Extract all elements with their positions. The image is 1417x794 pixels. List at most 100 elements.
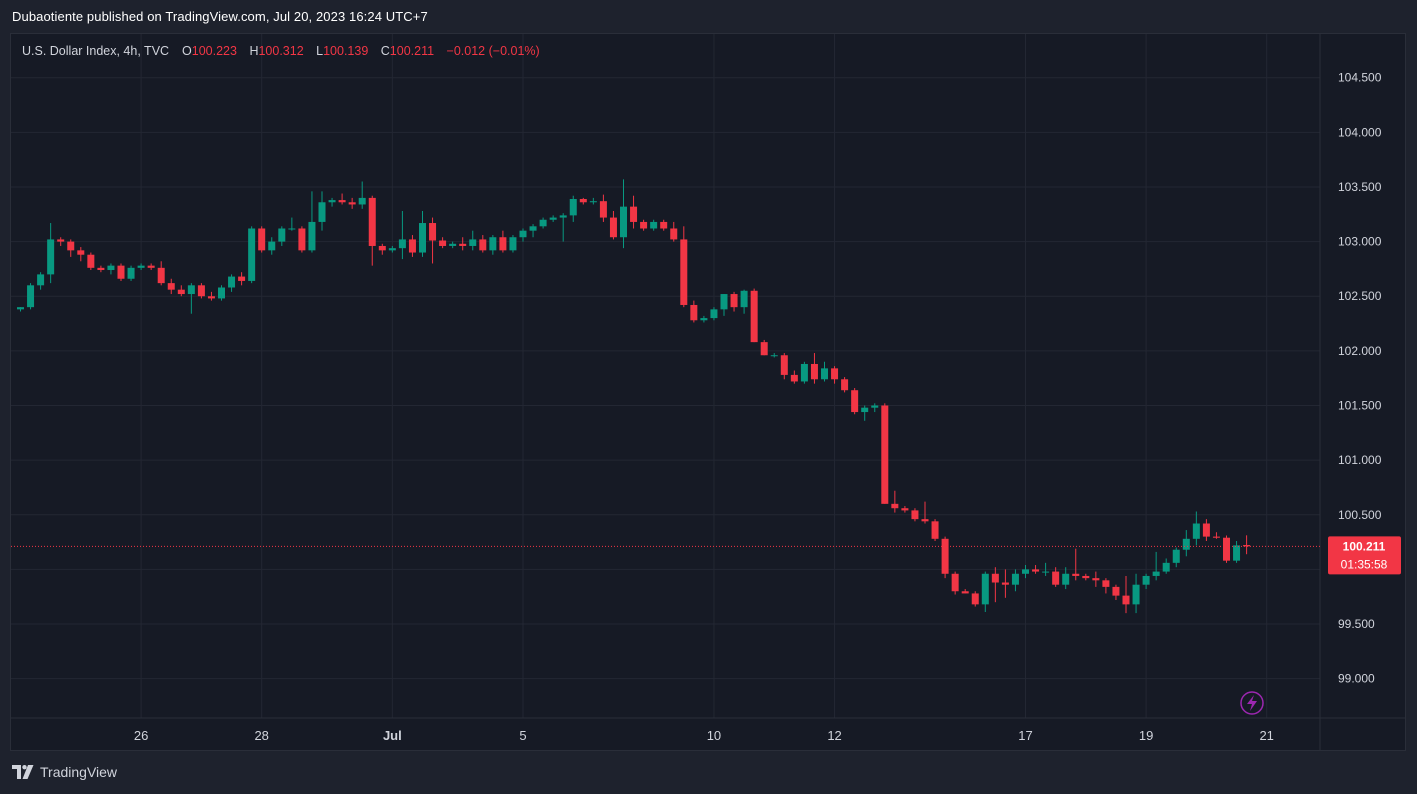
candle xyxy=(599,194,607,222)
candle-body xyxy=(27,285,35,308)
candle-body xyxy=(861,407,869,413)
candle-body xyxy=(167,283,175,290)
candle xyxy=(298,226,306,253)
candle xyxy=(650,219,658,231)
candle-body xyxy=(831,368,839,380)
candle xyxy=(881,403,889,504)
candle-body xyxy=(1001,582,1009,585)
candle-body xyxy=(559,215,567,218)
published-info: Dubaotiente published on TradingView.com… xyxy=(12,9,428,24)
candle-body xyxy=(730,294,738,308)
candle-body xyxy=(599,201,607,218)
candle xyxy=(891,490,899,513)
candle xyxy=(137,263,145,271)
lightning-bolt-icon[interactable] xyxy=(1240,691,1264,715)
candle xyxy=(770,353,778,358)
candle xyxy=(238,272,246,286)
candle-body xyxy=(891,503,899,509)
candle-body xyxy=(871,405,879,408)
candle xyxy=(740,289,748,314)
candle xyxy=(831,366,839,384)
candle xyxy=(328,197,336,207)
candle xyxy=(1172,547,1180,568)
candle xyxy=(27,283,35,310)
candle xyxy=(1072,548,1080,581)
candle-body xyxy=(971,593,979,605)
y-tick-label: 99.000 xyxy=(1338,672,1375,686)
y-tick-label: 102.500 xyxy=(1338,289,1382,303)
candle-body xyxy=(479,239,487,251)
candle xyxy=(519,228,527,242)
candle xyxy=(851,388,859,415)
candle-body xyxy=(388,248,396,251)
candle-body xyxy=(37,274,45,286)
last-price-badge xyxy=(1328,536,1401,575)
candle xyxy=(790,370,798,384)
candle xyxy=(720,294,728,316)
candle-body xyxy=(780,355,788,375)
candle-body xyxy=(810,363,818,380)
candle-body xyxy=(1223,537,1230,561)
candle xyxy=(459,237,467,251)
x-tick-label: 10 xyxy=(707,728,721,743)
candle-body xyxy=(1162,562,1170,572)
chart-panel[interactable] xyxy=(10,33,1406,751)
candle xyxy=(549,215,557,222)
candle xyxy=(569,195,577,222)
y-tick-label: 102.000 xyxy=(1338,344,1382,358)
candle xyxy=(821,361,828,382)
candle-body xyxy=(750,290,758,343)
low-label: L xyxy=(316,44,324,58)
candle xyxy=(710,307,718,321)
candle xyxy=(127,265,135,281)
candle-body xyxy=(720,294,728,310)
candles xyxy=(17,179,1251,614)
candle xyxy=(1243,535,1251,555)
candle-body xyxy=(660,221,668,229)
candle-body xyxy=(931,521,939,539)
candle-body xyxy=(1233,545,1241,561)
candle xyxy=(680,226,688,308)
candle xyxy=(1212,532,1220,539)
candle-body xyxy=(821,368,828,380)
candle xyxy=(419,211,426,257)
candle xyxy=(951,571,959,595)
candle-body xyxy=(408,239,416,253)
candle xyxy=(630,195,638,229)
candle xyxy=(469,230,477,251)
candle xyxy=(670,221,678,242)
candle-body xyxy=(770,355,778,357)
candle xyxy=(700,315,708,323)
candle xyxy=(167,278,175,295)
candle-body xyxy=(137,265,145,268)
tradingview-logo[interactable]: TradingView xyxy=(12,764,117,780)
candle xyxy=(750,288,758,343)
candle-body xyxy=(127,267,135,279)
candle xyxy=(690,300,698,323)
candle xyxy=(1042,562,1050,576)
candle-body xyxy=(509,237,517,251)
candle-body xyxy=(177,289,185,295)
candle-body xyxy=(1192,523,1200,539)
candle-body xyxy=(991,573,999,583)
candle-body xyxy=(981,573,989,605)
candle-body xyxy=(147,265,155,268)
candle-body xyxy=(47,239,55,275)
high-label: H xyxy=(249,44,259,58)
candle-body xyxy=(1132,584,1140,605)
candle xyxy=(348,197,356,209)
candle xyxy=(1022,565,1029,579)
candle-body xyxy=(348,202,356,205)
change-value: −0.012 (−0.01%) xyxy=(446,44,540,58)
candle-body xyxy=(258,228,266,251)
candle xyxy=(218,285,225,301)
close-label: C xyxy=(380,44,390,58)
symbol-label[interactable]: U.S. Dollar Index, 4h, TVC xyxy=(22,44,170,58)
candle-body xyxy=(439,240,447,246)
candle-body xyxy=(1152,571,1160,576)
candle-body xyxy=(248,228,256,281)
candle-body xyxy=(740,290,748,308)
candle-body xyxy=(569,198,577,216)
candle xyxy=(1052,567,1060,587)
